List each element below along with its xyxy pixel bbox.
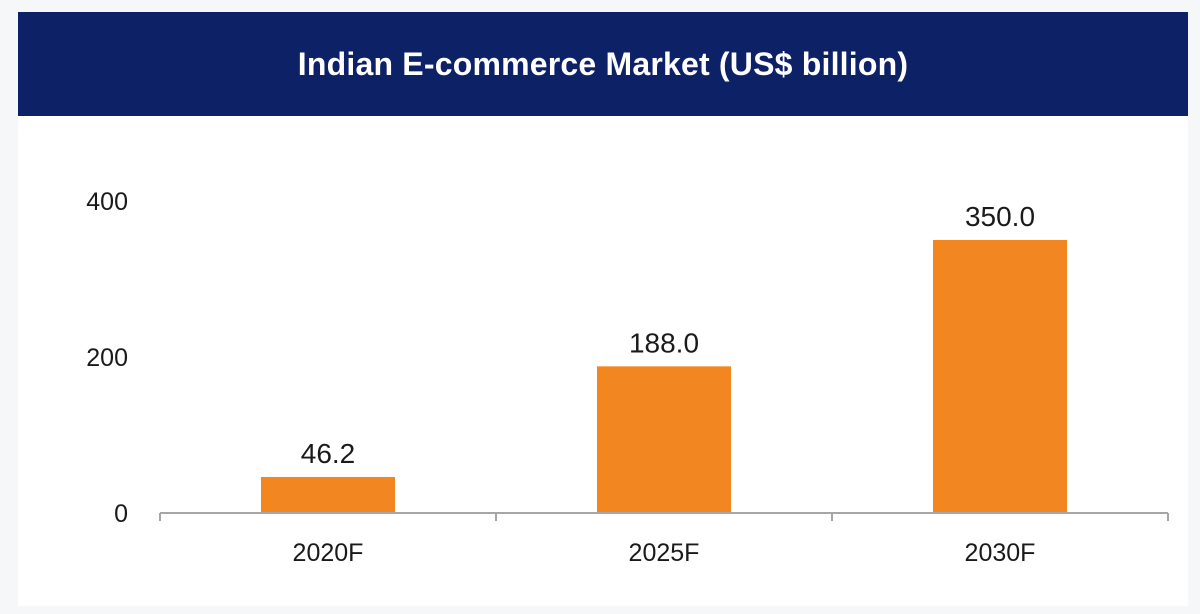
value-label-2025F: 188.0 (629, 327, 699, 358)
y-tick-label: 0 (114, 500, 128, 528)
bar-2030F (933, 240, 1067, 513)
y-axis-ticks: 0 200 400 (86, 188, 128, 528)
value-label-2030F: 350.0 (965, 201, 1035, 232)
x-tick-label-2020F: 2020F (293, 539, 364, 567)
y-tick-label: 200 (86, 344, 128, 372)
bar-2020F (261, 476, 395, 513)
chart-title: Indian E-commerce Market (US$ billion) (297, 45, 909, 82)
x-tick-label-2030F: 2030F (965, 539, 1036, 567)
x-axis-ticks (159, 513, 1169, 521)
x-axis-labels: 2020F 2025F 2030F (293, 539, 1036, 567)
y-tick-label: 400 (86, 188, 128, 216)
x-tick-label-2025F: 2025F (629, 539, 700, 567)
value-labels: 46.2 188.0 350.0 (301, 201, 1035, 469)
bar-2025F (597, 366, 731, 513)
title-bar: Indian E-commerce Market (US$ billion) (18, 12, 1188, 116)
bars (261, 240, 1067, 513)
value-label-2020F: 46.2 (301, 438, 356, 469)
